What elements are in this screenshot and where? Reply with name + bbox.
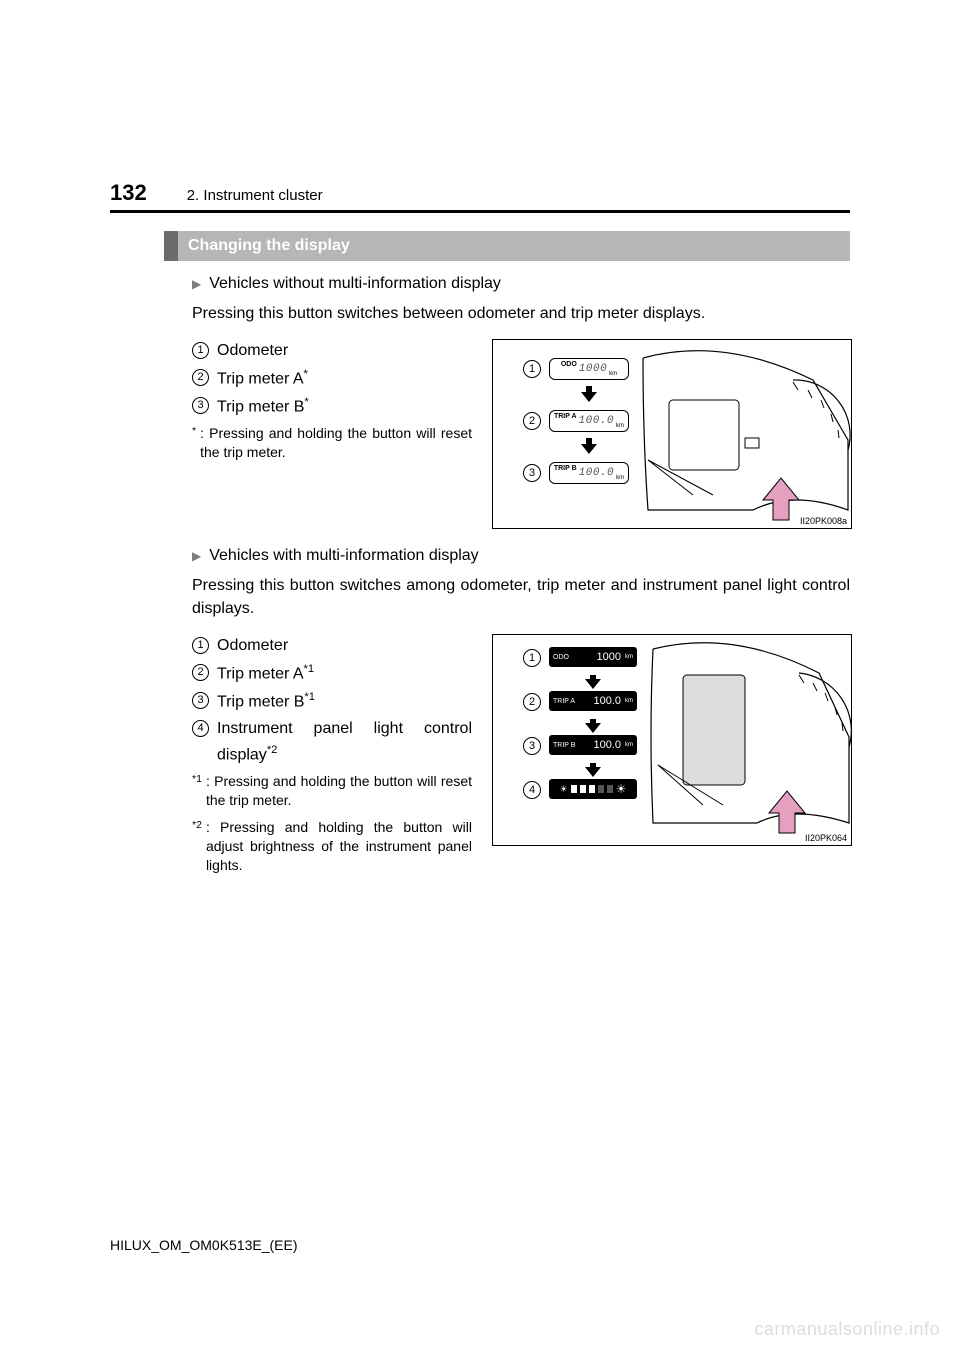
- note-1: * : Pressing and holding the button will…: [192, 424, 472, 462]
- block-1: 1 Odometer 2 Trip meter A* 3 Trip meter …: [192, 339, 850, 529]
- subhead-2-text: Vehicles with multi-information display: [209, 547, 478, 565]
- section-name: 2. Instrument cluster: [167, 187, 323, 204]
- item-1-3: Trip meter B*: [217, 394, 309, 420]
- header-rule: [110, 210, 850, 213]
- list-item: 1 Odometer: [192, 339, 472, 364]
- note-text: : Pressing and holding the button will r…: [200, 424, 472, 462]
- readout-trip-a: TRIP A 100.0 km: [549, 410, 629, 432]
- note-marker: *: [192, 424, 196, 462]
- item-2-2: Trip meter A*1: [217, 661, 314, 687]
- list-item: 3 Trip meter B*: [192, 394, 472, 420]
- figure-1: 1 2 3 ODO 1000 km TRIP A 100.0 km: [492, 339, 852, 529]
- figure-2: 1 2 3 4 ODO 1000 km TRIP A 100.0 km: [492, 634, 852, 874]
- enum-3-icon: 3: [192, 397, 209, 414]
- figure-2-box: 1 2 3 4 ODO 1000 km TRIP A 100.0 km: [492, 634, 852, 846]
- item-2-4: Instrument panel light control display*2: [217, 717, 472, 768]
- page-number: 132: [110, 180, 147, 206]
- readout-trip-b: TRIP B 100.0 km: [549, 462, 629, 484]
- list-1: 1 Odometer 2 Trip meter A* 3 Trip meter …: [192, 339, 472, 529]
- watermark: carmanualsonline.info: [754, 1319, 940, 1340]
- triangle-bullet-icon: ▶: [192, 277, 201, 291]
- note-text: : Pressing and holding the button will r…: [206, 772, 472, 810]
- content-area: ▶ Vehicles without multi-information dis…: [192, 275, 850, 875]
- note-marker: *1: [192, 772, 202, 810]
- enum-3-icon: 3: [192, 692, 209, 709]
- cluster-outline-icon: [493, 635, 853, 847]
- note-text: : Pressing and holding the button will a…: [206, 818, 472, 875]
- subhead-1: ▶ Vehicles without multi-information dis…: [192, 275, 850, 293]
- list-item: 1 Odometer: [192, 634, 472, 659]
- item-2-3: Trip meter B*1: [217, 689, 315, 715]
- enum-4-icon: 4: [192, 720, 209, 737]
- down-arrow-icon: [581, 392, 597, 402]
- figure-code: II20PK064: [805, 833, 847, 843]
- enum-1-icon: 1: [192, 342, 209, 359]
- sun-small-icon: ☀: [560, 784, 568, 795]
- body-2: Pressing this button switches among odom…: [192, 575, 850, 620]
- sun-large-icon: ☀: [616, 782, 627, 796]
- page-header: 132 2. Instrument cluster: [110, 180, 850, 206]
- page: 132 2. Instrument cluster Changing the d…: [0, 0, 960, 875]
- figure-1-box: 1 2 3 ODO 1000 km TRIP A 100.0 km: [492, 339, 852, 529]
- heading-accent: [164, 231, 178, 261]
- readout-odo: ODO 1000 km: [549, 647, 637, 667]
- enum-2-icon: 2: [192, 664, 209, 681]
- note-marker: *2: [192, 818, 202, 875]
- item-2-1: Odometer: [217, 634, 288, 659]
- readout-odo: ODO 1000 km: [549, 358, 629, 380]
- list-item: 4 Instrument panel light control display…: [192, 717, 472, 768]
- triangle-bullet-icon: ▶: [192, 549, 201, 563]
- readout-brightness: ☀ ☀: [549, 779, 637, 799]
- note-2-1: *1 : Pressing and holding the button wil…: [192, 772, 472, 810]
- item-1-2: Trip meter A*: [217, 366, 308, 392]
- down-arrow-icon: [585, 723, 601, 733]
- footer-code: HILUX_OM_OM0K513E_(EE): [110, 1237, 298, 1253]
- readout-trip-b: TRIP B 100.0 km: [549, 735, 637, 755]
- down-arrow-icon: [585, 679, 601, 689]
- section-heading: Changing the display: [164, 231, 850, 261]
- figure-code: II20PK008a: [800, 516, 847, 526]
- list-item: 3 Trip meter B*1: [192, 689, 472, 715]
- readout-trip-a: TRIP A 100.0 km: [549, 691, 637, 711]
- list-item: 2 Trip meter A*: [192, 366, 472, 392]
- subhead-1-text: Vehicles without multi-information displ…: [209, 275, 501, 293]
- enum-1-icon: 1: [192, 637, 209, 654]
- block-2: 1 Odometer 2 Trip meter A*1 3 Trip meter…: [192, 634, 850, 874]
- body-1: Pressing this button switches between od…: [192, 303, 850, 325]
- cluster-outline-icon: [493, 340, 853, 530]
- list-item: 2 Trip meter A*1: [192, 661, 472, 687]
- note-2-2: *2 : Pressing and holding the button wil…: [192, 818, 472, 875]
- subhead-2: ▶ Vehicles with multi-information displa…: [192, 547, 850, 565]
- enum-2-icon: 2: [192, 369, 209, 386]
- heading-title: Changing the display: [178, 231, 360, 261]
- down-arrow-icon: [581, 444, 597, 454]
- down-arrow-icon: [585, 767, 601, 777]
- item-1-1: Odometer: [217, 339, 288, 364]
- list-2: 1 Odometer 2 Trip meter A*1 3 Trip meter…: [192, 634, 472, 874]
